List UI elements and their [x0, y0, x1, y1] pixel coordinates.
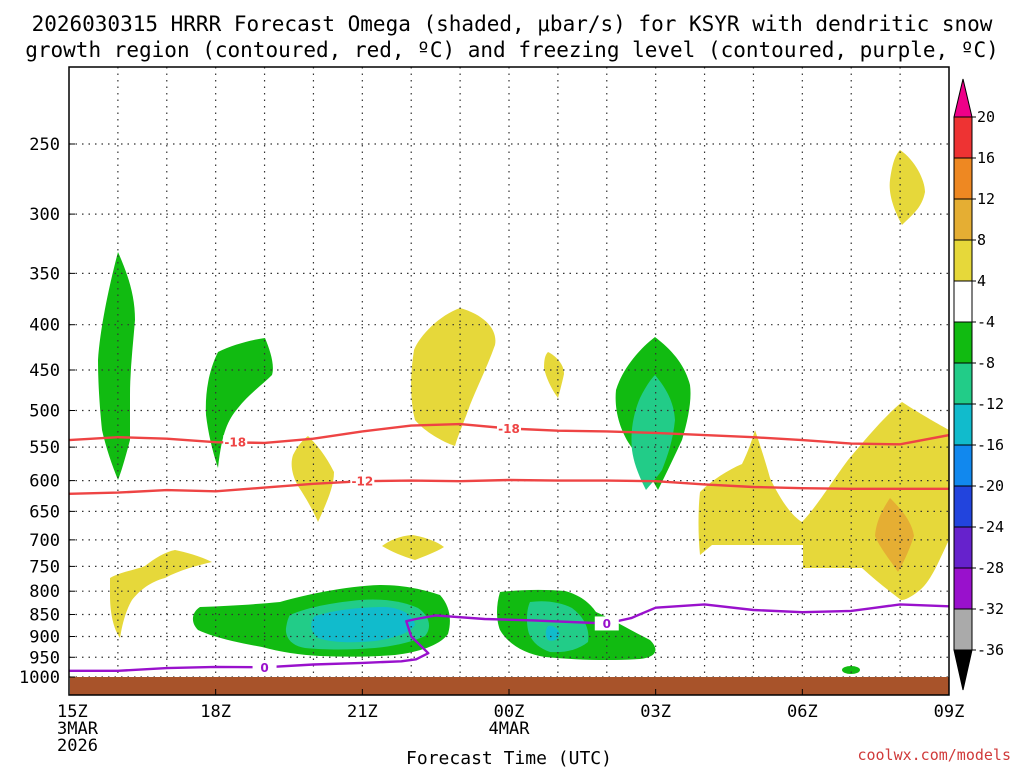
x-axis-label: Forecast Time (UTC): [406, 748, 612, 768]
omega-region-green-column: [98, 252, 135, 480]
omega-region-yellow-small-b: [382, 535, 444, 560]
contour-label-bg-3: [252, 660, 277, 675]
colorbar-band-6: [953, 362, 973, 405]
x-tick-label-9-0: 00Z: [494, 702, 525, 722]
colorbar-bottom-arrow: [953, 649, 973, 691]
y-tick-label-400: 400: [29, 316, 60, 336]
omega-region-yellow-low-left: [110, 550, 212, 638]
colorbar-label-5: -4: [977, 313, 995, 331]
y-tick-label-250: 250: [29, 135, 60, 155]
colorbar-band-10: [953, 526, 973, 569]
colorbar-label-8: -16: [977, 436, 1004, 454]
y-tick-label-350: 350: [29, 264, 60, 284]
y-tick-label-750: 750: [29, 557, 60, 577]
x-tick-label-3-0: 18Z: [200, 702, 231, 722]
colorbar-band-2: [953, 198, 973, 241]
omega-region-yellow-upper-right: [889, 150, 925, 225]
colorbar-label-11: -28: [977, 559, 1004, 577]
colorbar-band-1: [953, 157, 973, 200]
omega-region-cyan-small: [545, 625, 560, 641]
colorbar-band-9: [953, 485, 973, 528]
contour-label-bg-2: [350, 474, 375, 489]
ground-surface: [70, 677, 949, 695]
contour-label-dgz-top-1: -18: [498, 422, 520, 436]
contour-lines: -18 -18 -12 0 0: [69, 421, 949, 675]
colorbar-label-9: -20: [977, 477, 1004, 495]
credit-text: coolwx.com/models: [857, 746, 1011, 764]
y-tick-label-850: 850: [29, 606, 60, 626]
gridlines: [69, 67, 949, 695]
colorbar-label-1: 16: [977, 149, 995, 167]
colorbar-band-4: [953, 280, 973, 323]
y-tick-label-950: 950: [29, 648, 60, 668]
omega-region-green-spot: [842, 666, 860, 674]
x-tick-label-0-2: 2026: [57, 736, 98, 756]
colorbar-label-6: -8: [977, 354, 995, 372]
contour-label-bg-4: [594, 616, 619, 631]
omega-region-orange-max: [875, 498, 914, 572]
omega-region-yellow-lower-right: [698, 402, 949, 600]
colorbar-label-10: -24: [977, 518, 1004, 536]
contour-label-dgz-bottom-2: -12: [351, 475, 373, 489]
omega-region-green-dgz-left: [205, 338, 273, 468]
contour-label-bg-1: [497, 421, 521, 436]
y-tick-label-800: 800: [29, 582, 60, 602]
y-tick-label-600: 600: [29, 472, 60, 492]
colorbar-band-0: [953, 116, 973, 159]
y-tick-label-650: 650: [29, 502, 60, 522]
x-tick-label-6-0: 21Z: [347, 702, 378, 722]
x-tick-label-9-1: 4MAR: [489, 719, 531, 739]
x-tick-label-15-0: 06Z: [787, 702, 818, 722]
colorbar-label-2: 12: [977, 190, 995, 208]
y-axis: 2503003504004505005506006507007508008509…: [19, 135, 75, 688]
chart-title-line2: growth region (contoured, red, ºC) and f…: [25, 38, 999, 62]
chart-title-line1: 2026030315 HRRR Forecast Omega (shaded, …: [32, 12, 993, 36]
y-tick-label-500: 500: [29, 402, 60, 422]
colorbar-band-3: [953, 239, 973, 282]
colorbar-label-12: -32: [977, 600, 1004, 618]
y-tick-label-700: 700: [29, 531, 60, 551]
colorbar-label-13: -36: [977, 641, 1004, 659]
colorbar-band-8: [953, 444, 973, 487]
omega-shading: [98, 150, 949, 674]
colorbar-band-5: [953, 321, 973, 364]
x-tick-label-0-0: 15Z: [57, 702, 88, 722]
colorbar: 20 16 12 8 4 -4 -8 -12 -16 -20 -24 -28 -32 -36: [953, 78, 1004, 691]
omega-region-cyan-max: [311, 607, 415, 643]
contour-dgz-bottom: [69, 478, 949, 495]
contour-label-freezing-level-3: 0: [260, 661, 268, 675]
y-tick-label-450: 450: [29, 361, 60, 381]
y-tick-label-900: 900: [29, 627, 60, 647]
colorbar-top-arrow: [953, 78, 973, 118]
colorbar-label-3: 8: [977, 231, 986, 249]
y-tick-label-1000: 1000: [19, 668, 60, 688]
contour-label-bg-0: [223, 435, 248, 450]
y-tick-label-550: 550: [29, 438, 60, 458]
colorbar-label-0: 20: [977, 108, 995, 126]
contour-label-freezing-level-4: 0: [603, 617, 611, 631]
contour-label-dgz-top-0: -18: [224, 436, 246, 450]
x-tick-label-0-1: 3MAR: [57, 719, 99, 739]
omega-region-yellow-small-a: [544, 352, 564, 398]
omega-region-yellow-midlevel: [411, 308, 496, 446]
y-tick-label-300: 300: [29, 205, 60, 225]
colorbar-label-7: -12: [977, 395, 1004, 413]
colorbar-band-7: [953, 403, 973, 446]
colorbar-band-11: [953, 567, 973, 610]
colorbar-band-12: [953, 608, 973, 651]
colorbar-label-4: 4: [977, 272, 986, 290]
x-tick-label-18-0: 09Z: [934, 702, 965, 722]
x-tick-label-12-0: 03Z: [640, 702, 671, 722]
omega-region-yellow-dgz: [291, 436, 334, 522]
